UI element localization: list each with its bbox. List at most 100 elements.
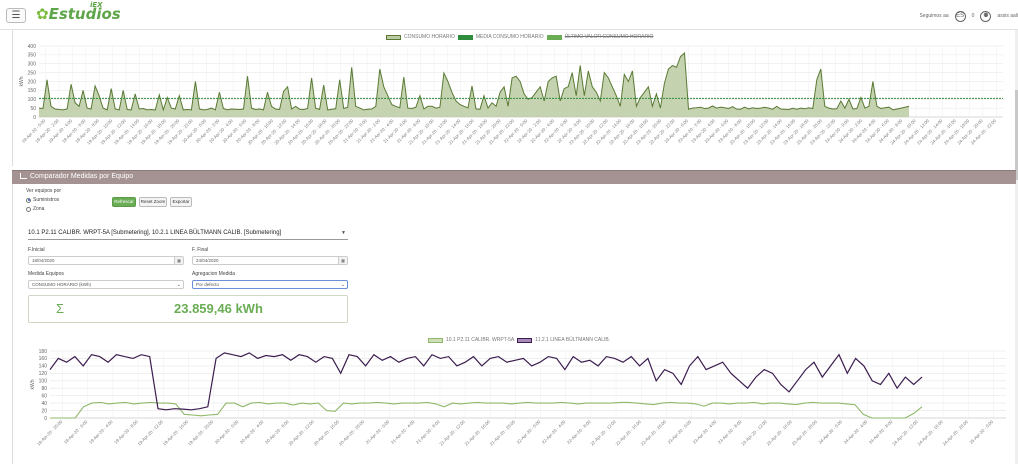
y-tick-label: 0 bbox=[44, 416, 47, 422]
y-tick-label: 0 bbox=[33, 115, 36, 121]
x-tick-label: 22-Apr-20 - 12:00 bbox=[589, 419, 617, 447]
exportar-button[interactable]: Exportar bbox=[170, 197, 192, 207]
chevron-down-icon: ⌄ bbox=[340, 282, 345, 288]
x-tick-label: 23-Apr-20 - 0:00 bbox=[667, 419, 693, 445]
legend-ultimo[interactable]: ÚLTIMO VALOR CONSUMO HORARIO bbox=[564, 34, 654, 40]
x-tick-label: 23-Apr-20 - 20:00 bbox=[791, 419, 819, 447]
legend-swatch-s2[interactable] bbox=[517, 337, 533, 343]
y-tick-label: 350 bbox=[28, 53, 37, 59]
y-tick-label: 400 bbox=[28, 44, 37, 50]
chart-icon bbox=[20, 173, 27, 179]
x-tick-label: 22-Apr-20 - 4:00 bbox=[541, 419, 567, 445]
chevron-down-icon: ⌄ bbox=[176, 282, 181, 288]
x-tick-label: 20-Apr-20 - 20:00 bbox=[338, 419, 366, 447]
legend-swatch-consumo[interactable] bbox=[386, 34, 401, 40]
equipos-value: 10.1 P2.11 CALIBR. WRPT-5A [Submetering]… bbox=[28, 230, 282, 236]
calendar-icon[interactable]: ▦ bbox=[338, 257, 347, 264]
total-value: 23.859,46 kWh bbox=[174, 301, 263, 316]
x-tick-label: 20-Apr-20 - 16:00 bbox=[313, 419, 341, 447]
agregacion-label: Agregacion Medida bbox=[192, 271, 236, 277]
x-tick-label: 24-Apr-20 - 16:00 bbox=[916, 419, 944, 447]
medida-equipos-label: Medida Equipos bbox=[28, 271, 64, 277]
y-tick-label: 20 bbox=[41, 408, 47, 414]
x-tick-label: 23-Apr-20 - 8:00 bbox=[717, 419, 743, 445]
x-tick-label: 21-Apr-20 - 4:00 bbox=[390, 419, 416, 445]
comparador-section-header[interactable]: Comparador Medidas por Equipo bbox=[12, 170, 1016, 184]
radio-suministros-control[interactable] bbox=[26, 197, 31, 203]
total-consumo-box: Σ 23.859,46 kWh bbox=[28, 295, 348, 323]
refrescar-button[interactable]: Refrescar bbox=[112, 197, 136, 207]
medida-equipos-select[interactable]: CONSUMO HORARIO (kWh) ⌄ bbox=[28, 280, 184, 289]
legend-consumo[interactable]: CONSUMO HORARIO bbox=[404, 34, 455, 40]
x-tick-label: 20-Apr-20 - 0:00 bbox=[214, 419, 240, 445]
x-tick-label: 23-Apr-20 - 16:00 bbox=[766, 419, 794, 447]
x-tick-label: 21-Apr-20 - 12:00 bbox=[438, 419, 466, 447]
x-tick-label: 19-Apr-20 - 0:00 bbox=[63, 419, 89, 445]
legend-swatch-ultimo[interactable] bbox=[546, 34, 562, 40]
x-tick-label: 19-Apr-20 - 20:00 bbox=[187, 419, 215, 447]
legend-s1[interactable]: 10.1 P2.11 CALIBR. WRPT-5A bbox=[446, 337, 515, 343]
y-tick-label: 50 bbox=[30, 106, 36, 112]
x-tick-label: 20-Apr-20 - 8:00 bbox=[264, 419, 290, 445]
x-tick-label: 22-Apr-20 - 8:00 bbox=[566, 419, 592, 445]
x-tick-label: 21-Apr-20 - 20:00 bbox=[489, 419, 517, 447]
x-tick-label: 22-Apr-20 - 0:00 bbox=[516, 419, 542, 445]
f-inicial-input[interactable]: 18/04/2020 ▦ bbox=[28, 256, 184, 265]
user-area: Seguimos aa ES 0 ⚉ assis aali bbox=[919, 9, 1018, 23]
x-tick-label: 24-Apr-20 - 8:00 bbox=[868, 419, 894, 445]
page-scrollbar[interactable] bbox=[1015, 30, 1018, 464]
legend-swatch-s1[interactable] bbox=[428, 337, 443, 343]
comparador-panel bbox=[12, 184, 1016, 464]
y-tick-label: 150 bbox=[28, 88, 37, 94]
x-tick-label: 21-Apr-20 - 8:00 bbox=[415, 419, 441, 445]
legend-swatch-media[interactable] bbox=[457, 34, 473, 40]
radio-suministros[interactable]: Suministros bbox=[26, 197, 59, 203]
series-line-consumo bbox=[38, 52, 910, 112]
x-tick-label: 21-Apr-20 - 0:00 bbox=[365, 419, 391, 445]
y-tick-label: 40 bbox=[41, 401, 47, 407]
x-tick-label: 24-Apr-20 - 20:00 bbox=[942, 419, 970, 447]
hamburger-menu-button[interactable]: ☰ bbox=[6, 8, 26, 23]
x-tick-label: 20-Apr-20 - 4:00 bbox=[239, 419, 265, 445]
notification-count: 0 bbox=[971, 13, 975, 19]
x-tick-label: 22-Apr-20 - 16:00 bbox=[615, 419, 643, 447]
x-tick-label: 20-Apr-20 - 12:00 bbox=[288, 419, 316, 447]
scrollbar-thumb[interactable] bbox=[1015, 90, 1018, 180]
f-inicial-label: F.Inicial bbox=[28, 247, 45, 253]
legend-s2[interactable]: 11.2.1 LINEA BÜLTMANN CALIB. bbox=[535, 337, 611, 343]
x-tick-label: 23-Apr-20 - 12:00 bbox=[740, 419, 768, 447]
y-tick-label: 60 bbox=[41, 393, 47, 399]
x-tick-label: 24-Apr-20 - 22:00 bbox=[970, 118, 998, 146]
calendar-icon[interactable]: ▦ bbox=[174, 257, 183, 264]
x-tick-label: 19-Apr-20 - 16:00 bbox=[162, 419, 190, 447]
y-tick-label: 140 bbox=[39, 364, 48, 370]
f-final-input[interactable]: 24/04/2020 ▦ bbox=[192, 256, 348, 265]
app-logo[interactable]: ✿Estudios iEX bbox=[36, 1, 121, 23]
x-tick-label: 23-Apr-20 - 4:00 bbox=[692, 419, 718, 445]
top-bar: ☰ ✿Estudios iEX Seguimos aa ES 0 ⚉ assis… bbox=[0, 0, 1018, 30]
y-tick-label: 250 bbox=[28, 70, 37, 76]
series-line-s1 bbox=[50, 401, 923, 419]
y-tick-label: 120 bbox=[39, 371, 48, 377]
user-name[interactable]: assis aali bbox=[997, 13, 1018, 19]
hamburger-icon: ☰ bbox=[11, 10, 21, 21]
ver-equipos-label: Ver equipos por bbox=[26, 188, 62, 194]
radio-zona-control[interactable] bbox=[26, 206, 31, 212]
legend-media[interactable]: MEDIA CONSUMO HORARIO bbox=[475, 34, 544, 40]
y-tick-label: 80 bbox=[41, 386, 47, 392]
language-button[interactable]: ES bbox=[954, 10, 966, 22]
y-tick-label: 100 bbox=[39, 379, 48, 385]
bottom-chart-legend: 10.1 P2.11 CALIBR. WRPT-5A 11.2.1 LINEA … bbox=[428, 337, 610, 343]
x-tick-label: 22-Apr-20 - 20:00 bbox=[640, 419, 668, 447]
equipos-select[interactable]: 10.1 P2.11 CALIBR. WRPT-5A [Submetering]… bbox=[28, 228, 348, 240]
y-axis-label: kWh bbox=[30, 379, 36, 389]
y-tick-label: 100 bbox=[28, 97, 37, 103]
y-tick-label: 160 bbox=[39, 356, 48, 362]
radio-zona[interactable]: Zona bbox=[26, 206, 44, 212]
agregacion-select[interactable]: Por defecto ⌄ bbox=[192, 280, 348, 289]
reset-zoom-button[interactable]: Reset Zoom bbox=[139, 197, 167, 207]
user-avatar-icon[interactable]: ⚉ bbox=[980, 10, 992, 22]
chevron-down-icon: ▼ bbox=[341, 230, 346, 236]
